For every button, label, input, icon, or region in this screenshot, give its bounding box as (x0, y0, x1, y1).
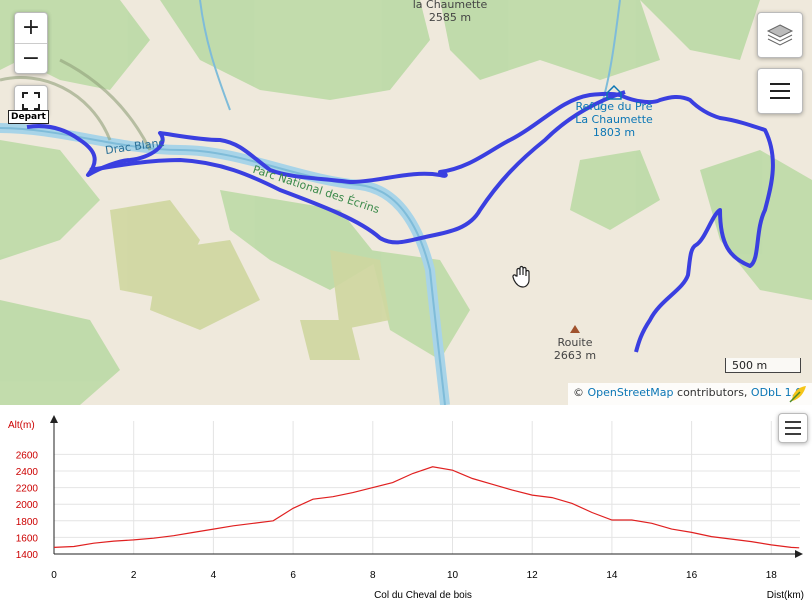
hamburger-menu-icon (785, 421, 801, 435)
attribution-text: contributors, (677, 386, 748, 399)
map-view[interactable]: la Chaumette 2585 m Refuge du Pré La Chaum… (0, 0, 812, 405)
place-label-rouite: Rouite 2663 m (553, 336, 597, 362)
leaflet-logo-icon[interactable] (788, 385, 808, 403)
x-tick-label: 14 (606, 570, 618, 581)
layers-icon (766, 24, 794, 46)
zoom-out-button[interactable]: − (21, 46, 41, 71)
elevation-profile: 0 2 4 6 8 10 12 14 16 18 1400 1600 1800 2000 2200 2400 2… (0, 405, 812, 608)
x-axis-arrow (795, 550, 803, 558)
odbl-link[interactable]: ODbL 1.0 (750, 386, 803, 399)
x-axis-label: Dist(km) (767, 590, 804, 601)
hamburger-menu-icon (770, 83, 790, 99)
y-tick-label: 2400 (16, 467, 39, 478)
refuge-label: Refuge du Pré La Chaumette 1803 m (575, 100, 653, 139)
x-tick-label: 12 (527, 570, 539, 581)
layers-button[interactable] (757, 12, 803, 58)
scale-bar: 500 m (725, 358, 801, 373)
zoom-control: + − (14, 12, 48, 74)
y-tick-label: 1400 (16, 550, 39, 561)
y-tick-label: 2200 (16, 484, 39, 495)
zoom-in-button[interactable]: + (15, 13, 47, 44)
copyright-symbol: © (573, 386, 584, 399)
y-axis-label: Alt(m) (8, 420, 35, 431)
x-tick-label: 10 (447, 570, 459, 581)
x-tick-label: 6 (290, 570, 296, 581)
y-tick-label: 1800 (16, 517, 39, 528)
y-axis-arrow (50, 415, 58, 423)
profile-annotation: Col du Cheval de bois (374, 590, 472, 601)
x-tick-label: 8 (370, 570, 376, 581)
y-tick-label: 1600 (16, 533, 39, 544)
y-tick-label: 2000 (16, 500, 39, 511)
x-tick-label: 4 (211, 570, 217, 581)
map-tiles[interactable] (0, 0, 812, 405)
x-tick-label: 18 (766, 570, 778, 581)
y-tick-label: 2600 (16, 450, 39, 461)
profile-menu-button[interactable] (778, 413, 808, 443)
place-label-chaumette: la Chaumette 2585 m (412, 0, 488, 24)
x-tick-label: 0 (51, 570, 57, 581)
elevation-series-line (53, 466, 800, 549)
map-attribution: © OpenStreetMap contributors, ODbL 1.0 (568, 383, 812, 405)
start-marker[interactable]: Depart (8, 110, 49, 124)
grab-hand-cursor-icon (512, 265, 530, 288)
osm-link[interactable]: OpenStreetMap (587, 386, 674, 399)
x-tick-label: 16 (686, 570, 698, 581)
x-tick-label: 2 (131, 570, 137, 581)
peak-rouite-icon (570, 325, 580, 333)
map-menu-button[interactable] (757, 68, 803, 114)
fullscreen-icon (22, 92, 40, 110)
elevation-chart[interactable]: 0 2 4 6 8 10 12 14 16 18 1400 1600 1800 2000 2200 2400 2… (0, 405, 812, 608)
